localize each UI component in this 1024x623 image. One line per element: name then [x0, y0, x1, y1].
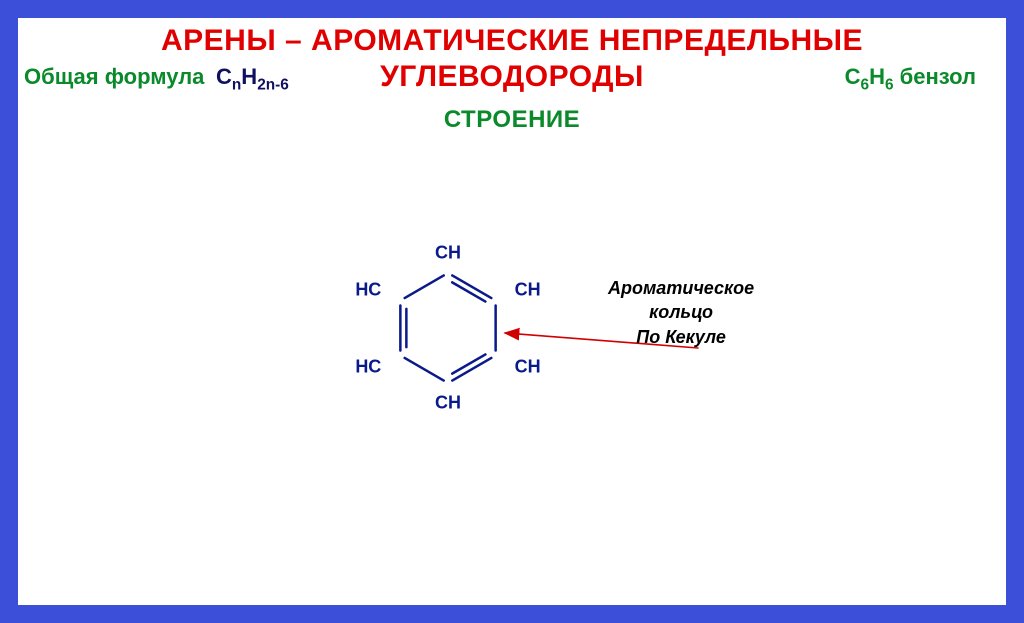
- ex-sub1: 6: [861, 76, 870, 93]
- vertex-label: HC: [355, 279, 381, 300]
- benzene-ring-svg: [18, 198, 1006, 558]
- ex-mid: H: [869, 64, 885, 89]
- example-compound: C6H6 бензол: [845, 64, 976, 94]
- gf-sub2: 2n-6: [257, 76, 289, 93]
- annotation-text: АроматическоекольцоПо Кекуле: [608, 276, 754, 349]
- gf-sub1: n: [232, 76, 241, 93]
- vertex-label: CH: [515, 279, 541, 300]
- vertex-label: CH: [515, 356, 541, 377]
- annotation-line: Ароматическое: [608, 276, 754, 300]
- general-formula-value: CnH2n-6: [216, 64, 289, 94]
- annotation-line: кольцо: [608, 300, 754, 324]
- subtitle: СТРОЕНИЕ: [18, 106, 1006, 134]
- ex-sub2: 6: [885, 76, 894, 93]
- vertex-label: CH: [435, 243, 461, 264]
- slide-frame: АРЕНЫ – АРОМАТИЧЕСКИЕ НЕПРЕДЕЛЬНЫЕ Общая…: [0, 0, 1024, 623]
- gf-base: C: [216, 64, 232, 89]
- vertex-label: HC: [355, 356, 381, 377]
- general-formula-label: Общая формула: [24, 64, 204, 90]
- ex-name: бензол: [894, 64, 976, 89]
- title-line-2: УГЛЕВОДОРОДЫ: [380, 60, 644, 94]
- benzene-diagram: CH CH CH CH HC HC АроматическоекольцоПо Кекул…: [18, 198, 1006, 558]
- title-line-1: АРЕНЫ – АРОМАТИЧЕСКИЕ НЕПРЕДЕЛЬНЫЕ: [18, 24, 1006, 58]
- annotation-line: По Кекуле: [608, 325, 754, 349]
- header-row-2: Общая формула CnH2n-6 УГЛЕВОДОРОДЫ C6H6 …: [18, 60, 1006, 100]
- ex-base: C: [845, 64, 861, 89]
- gf-mid: H: [241, 64, 257, 89]
- vertex-label: CH: [435, 393, 461, 414]
